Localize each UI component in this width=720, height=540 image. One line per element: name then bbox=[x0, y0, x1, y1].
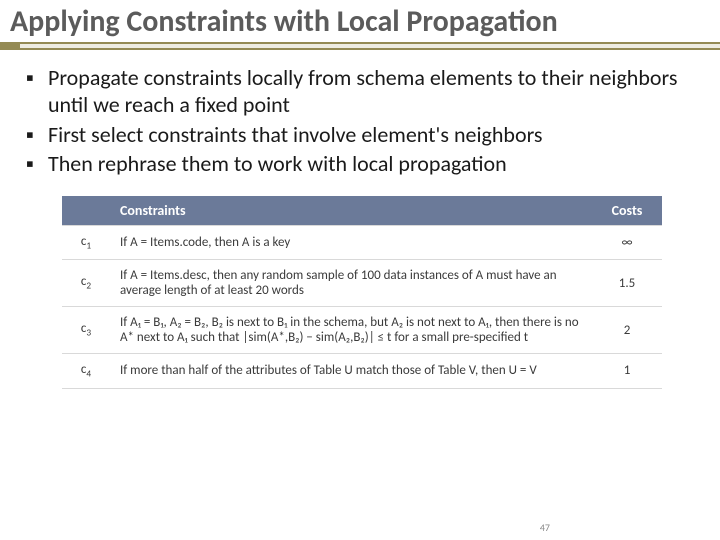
row-constraint: If A = Items.desc, then any random sampl… bbox=[110, 260, 592, 307]
bullet-item: First select constraints that involve el… bbox=[48, 121, 694, 149]
table-row: c2 If A = Items.desc, then any random sa… bbox=[62, 260, 662, 307]
row-constraint: If A = Items.code, then A is a key bbox=[110, 225, 592, 260]
row-id: c3 bbox=[62, 307, 110, 354]
table-row: c3 If A₁ = B₁, A₂ = B₂, B₂ is next to B₁… bbox=[62, 307, 662, 354]
bullet-item: Propagate constraints locally from schem… bbox=[48, 64, 694, 119]
bullet-item: Then rephrase them to work with local pr… bbox=[48, 150, 694, 178]
row-id: c4 bbox=[62, 354, 110, 389]
row-cost: 1 bbox=[592, 354, 662, 389]
constraints-table: Constraints Costs c1 If A = Items.code, … bbox=[62, 196, 662, 389]
table-header-row: Constraints Costs bbox=[62, 196, 662, 226]
row-constraint: If A₁ = B₁, A₂ = B₂, B₂ is next to B₁ in… bbox=[110, 307, 592, 354]
table-row: c4 If more than half of the attributes o… bbox=[62, 354, 662, 389]
page-title: Applying Constraints with Local Propagat… bbox=[10, 6, 710, 38]
row-id: c1 bbox=[62, 225, 110, 260]
row-cost: 2 bbox=[592, 307, 662, 354]
row-constraint: If more than half of the attributes of T… bbox=[110, 354, 592, 389]
col-header-costs: Costs bbox=[592, 196, 662, 226]
row-cost: ∞ bbox=[592, 225, 662, 260]
title-underline bbox=[0, 42, 720, 50]
row-cost: 1.5 bbox=[592, 260, 662, 307]
col-header-id bbox=[62, 196, 110, 226]
row-id: c2 bbox=[62, 260, 110, 307]
table-row: c1 If A = Items.code, then A is a key ∞ bbox=[62, 225, 662, 260]
col-header-constraints: Constraints bbox=[110, 196, 592, 226]
page-number: 47 bbox=[540, 521, 550, 534]
bullet-list: Propagate constraints locally from schem… bbox=[0, 50, 720, 190]
